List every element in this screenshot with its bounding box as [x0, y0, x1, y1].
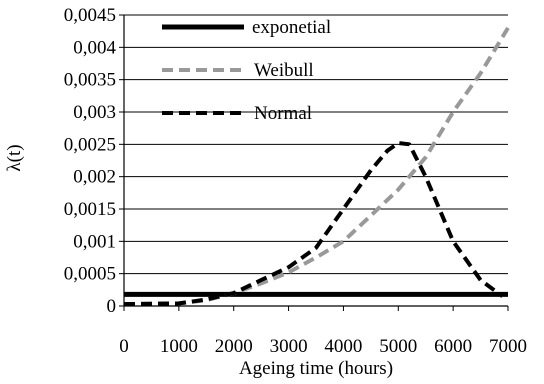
- series-lines: [123, 26, 510, 307]
- y-tick-labels: 0 0,0005 0,001 0,0015 0,002 0,0025 0,003 0,0035…: [64, 5, 117, 317]
- y-tick-label: 0,003: [73, 102, 116, 123]
- y-tick-label: 0,002: [73, 167, 116, 188]
- x-tick-label: 2000: [215, 336, 253, 357]
- x-tick-label: 0: [119, 336, 129, 357]
- y-tick-label: 0: [107, 296, 117, 317]
- y-tick-label: 0,004: [73, 37, 116, 58]
- y-tick-label: 0,0005: [64, 264, 116, 285]
- x-tick-labels: 0 1000 2000 3000 4000 5000 6000 7000: [119, 336, 527, 357]
- x-tick-label: 1000: [160, 336, 198, 357]
- x-tick-label: 3000: [270, 336, 308, 357]
- x-tick-label: 7000: [489, 336, 527, 357]
- y-axis-title: λ(t): [4, 144, 25, 171]
- legend-label-weibull: Weibull: [254, 60, 314, 81]
- legend-label-exponetial: exponetial: [252, 17, 331, 38]
- y-tick-label: 0,0045: [64, 5, 116, 26]
- y-tick-label: 0,0025: [64, 134, 116, 155]
- y-tick-label: 0,0035: [64, 70, 116, 91]
- x-tick-label: 5000: [379, 336, 417, 357]
- y-tick-label: 0,001: [73, 231, 116, 252]
- y-tick-label: 0,0015: [64, 199, 116, 220]
- x-tick-label: 4000: [324, 336, 362, 357]
- legend-label-normal: Normal: [254, 103, 312, 124]
- series-line-normal: [123, 141, 504, 307]
- axes: [119, 14, 509, 311]
- x-axis-title: Ageing time (hours): [239, 358, 393, 379]
- legend: exponetial Weibull Normal: [162, 17, 331, 124]
- x-tick-label: 6000: [434, 336, 472, 357]
